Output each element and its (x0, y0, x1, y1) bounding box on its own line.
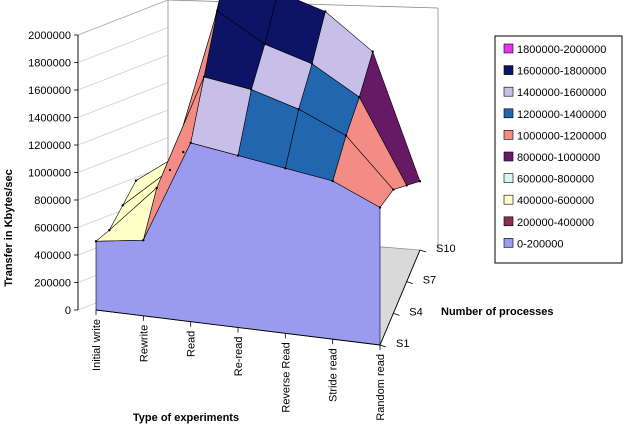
legend-swatch (503, 130, 514, 140)
data-point (392, 188, 395, 191)
z-tick-mark (406, 281, 413, 285)
data-point (202, 75, 206, 79)
data-point (331, 179, 334, 183)
legend-label: 400000-600000 (517, 195, 594, 207)
z-tick-mark (393, 312, 400, 316)
z-tick-label: S10 (436, 243, 456, 255)
y-tick-label: 0 (65, 305, 71, 317)
data-point (284, 167, 287, 170)
data-point (358, 95, 361, 99)
legend: 1800000-2000000 1600000-1800000 1400000-16… (494, 35, 623, 264)
y-axis-title: Transfer in Kbytes/sec (3, 169, 15, 286)
legend-swatch (503, 43, 514, 54)
data-point (189, 141, 192, 145)
data-point (418, 180, 422, 183)
y-tick-label: 1000000 (28, 168, 71, 180)
y-tick-label: 1400000 (28, 113, 71, 125)
data-point (216, 9, 219, 12)
z-axis: S1 S4 S7 S10 (379, 243, 456, 350)
y-tick-label: 600000 (34, 223, 71, 235)
y-tick-label: 1800000 (28, 58, 71, 70)
x-tick-label: Stride read (328, 348, 340, 402)
data-point (405, 184, 408, 187)
data-point (134, 179, 138, 182)
data-point (263, 43, 266, 46)
legend-label: 1600000-1800000 (517, 66, 606, 78)
data-point (297, 108, 300, 111)
data-point (155, 186, 158, 190)
z-axis-line (379, 249, 421, 346)
y-gridline (77, 82, 169, 118)
y-tick-label: 2000000 (28, 30, 71, 42)
legend-label: 0-200000 (517, 238, 564, 250)
data-point (182, 150, 185, 154)
x-tick-label: Random read (375, 354, 387, 421)
legend-swatch (503, 108, 514, 119)
y-tick-label: 1200000 (28, 140, 71, 152)
legend-swatch (503, 238, 514, 248)
y-gridline (77, 54, 169, 91)
legend-label: 800000-1000000 (517, 152, 600, 164)
data-point (324, 10, 327, 13)
x-tick-label: Read (186, 331, 198, 357)
y-gridline (77, 109, 169, 146)
data-point (310, 62, 314, 65)
x-axis: Initial write Rewrite Read Re-read Reverse R… (91, 309, 387, 421)
data-point (378, 206, 382, 209)
y-tick-label: 200000 (34, 278, 71, 290)
legend-label: 1400000-1600000 (517, 87, 606, 99)
legend-label: 1800000-2000000 (517, 44, 606, 56)
z-tick-label: S7 (423, 275, 436, 287)
data-point (250, 88, 253, 91)
legend-swatch (503, 86, 514, 97)
x-tick-label: Reverse Read (280, 342, 292, 412)
y-gridline (77, 137, 169, 173)
x-tick-label: Re-read (233, 337, 245, 377)
legend-swatch (503, 173, 514, 183)
z-tick-mark (379, 344, 387, 348)
y-tick-label: 1600000 (28, 85, 71, 97)
legend-swatch (503, 194, 514, 205)
legend-box (494, 35, 623, 264)
x-tick-label: Initial write (91, 319, 103, 371)
legend-swatch (503, 65, 514, 75)
z-axis-title: Number of processes (441, 306, 553, 318)
y-gridline (77, 27, 169, 63)
legend-swatch (503, 151, 514, 162)
z-tick-label: S1 (396, 338, 409, 350)
x-tick-label: Rewrite (138, 325, 150, 362)
legend-label: 1000000-1200000 (517, 130, 606, 142)
legend-label: 1200000-1400000 (517, 109, 606, 121)
data-point (121, 204, 124, 207)
data-point (168, 168, 172, 172)
legend-swatch (503, 216, 514, 227)
data-point (371, 50, 374, 53)
y-axis: 0 200000 400000 600000 800000 1000000 1200000 1… (28, 30, 79, 317)
data-point (142, 239, 145, 242)
y-tick-label: 800000 (34, 195, 71, 207)
data-point (236, 154, 240, 157)
y-tick-label: 400000 (34, 250, 71, 262)
legend-label: 200000-400000 (517, 217, 594, 229)
z-tick-mark (419, 249, 427, 253)
z-tick-label: S4 (409, 306, 422, 318)
y-gridline (77, 0, 169, 36)
x-axis-title: Type of experiments (133, 412, 239, 424)
data-point (94, 240, 98, 243)
data-point (108, 229, 111, 232)
legend-label: 600000-800000 (517, 174, 594, 186)
data-point (344, 134, 348, 137)
